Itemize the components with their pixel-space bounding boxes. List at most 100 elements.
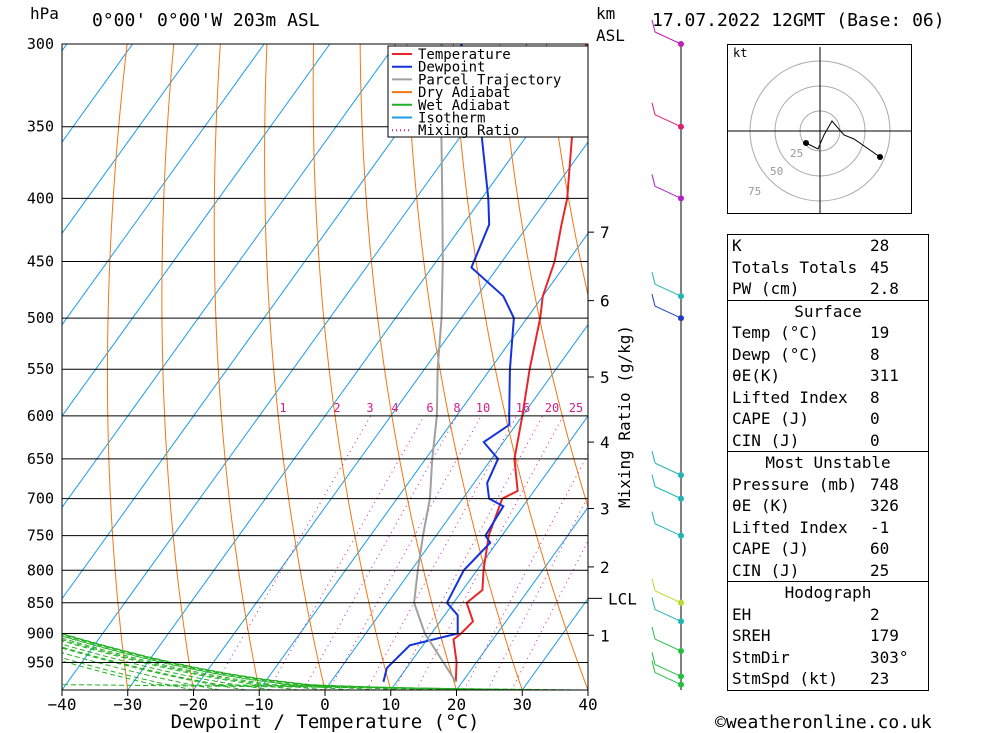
wind-barb-feather [651, 660, 656, 673]
asl-unit: ASL [596, 26, 625, 45]
wind-barb [654, 672, 682, 686]
wind-barb-dot [678, 315, 684, 322]
pressure-tick-label: 350 [27, 118, 54, 136]
surface-key: Lifted Index [732, 387, 848, 407]
x-tick-label: 10 [381, 695, 400, 714]
x-tick-label: 40 [578, 695, 597, 714]
surface-title: Surface [728, 299, 928, 323]
mu-value: 60 [870, 539, 890, 559]
surface-value: 8 [870, 387, 880, 407]
hodo-ring-label: 50 [770, 165, 783, 178]
isotherm-line [62, 44, 265, 326]
mixing-ratio-label: 10 [476, 401, 490, 415]
wind-barb [654, 185, 682, 199]
x-tick-label: 20 [447, 695, 466, 714]
isotherm-line [62, 44, 199, 235]
hodo-key: SREH [732, 626, 771, 646]
legend-box [387, 45, 589, 138]
wind-barb-feather [651, 597, 656, 610]
surface-value: 8 [870, 344, 880, 364]
km-tick-label: 3 [600, 499, 610, 518]
wet-adiabat-line [62, 646, 536, 690]
wind-barb-dot [678, 618, 684, 625]
wind-barb [654, 283, 682, 297]
legend-label: Parcel Trajectory [418, 72, 561, 88]
isotherm-line [390, 415, 588, 690]
wind-barb-dot [678, 532, 684, 539]
mixing-ratio-line [366, 415, 517, 690]
mixing-ratio-label: 3 [366, 401, 373, 415]
surface-key: CIN (J) [732, 430, 800, 450]
pressure-unit: hPa [30, 4, 59, 23]
isotherm-line [127, 49, 588, 690]
wet-adiabat-line [62, 635, 483, 690]
km-unit: km [596, 4, 616, 23]
hodograph-title: Hodograph [728, 581, 928, 604]
wind-barb-dot [678, 123, 684, 130]
wind-barb [654, 523, 682, 537]
surface-value: 19 [870, 323, 890, 343]
wind-barb [654, 305, 682, 319]
wind-barb-feather [651, 174, 656, 187]
legend-label: Dewpoint [418, 60, 485, 76]
wet-adiabat-line [62, 639, 510, 690]
hodograph-plot: 25 50 75 kt [728, 46, 911, 213]
hodo-ring-label: 75 [748, 185, 761, 198]
surface-value: 0 [870, 409, 880, 429]
isotherm-line [62, 44, 462, 600]
mixing-ratio-label: 16 [516, 401, 530, 415]
most-unstable-title: Most Unstable [728, 451, 928, 474]
mixing-ratio-label: 25 [569, 401, 583, 415]
wind-barb-dot [678, 472, 684, 479]
x-tick-label: −10 [245, 695, 274, 714]
wind-barb-feather [651, 102, 656, 115]
wind-barb-feather [651, 293, 656, 307]
dry-adiabat-line [106, 44, 129, 690]
pressure-tick-label: 500 [27, 309, 54, 327]
wind-barb-dot [678, 599, 684, 606]
mu-key: Pressure (mb) [732, 474, 858, 494]
legend-label: Temperature [418, 47, 511, 63]
x-tick-label: −30 [113, 695, 142, 714]
mu-key: θE (K) [732, 496, 790, 516]
mu-value: 25 [870, 560, 890, 580]
hodo-value: 179 [870, 626, 899, 646]
legend-label: Dry Adiabat [418, 85, 511, 101]
mu-key: Lifted Index [732, 517, 848, 537]
location-label: 0°00' 0°00'W 203m ASL [92, 10, 320, 31]
km-tick-label: 5 [600, 368, 610, 387]
isotherm-line [62, 44, 528, 690]
lcl-label: LCL [608, 589, 637, 608]
pressure-tick-label: 700 [27, 490, 54, 508]
isotherm-line [0, 44, 1, 690]
km-tick-label: 1 [600, 626, 610, 645]
km-tick-label: 4 [600, 433, 610, 452]
mixing-ratio-label: 20 [545, 401, 559, 415]
mixing-ratio-label: 2 [333, 401, 340, 415]
wind-barb [654, 31, 682, 45]
wind-barb-feather [651, 626, 656, 640]
isotherm-line [456, 506, 588, 690]
km-tick-label: 6 [600, 292, 610, 311]
wind-barb-dot [678, 681, 684, 688]
mu-key: CIN (J) [732, 560, 800, 580]
isotherm-line [258, 232, 588, 690]
wind-barb-feather [651, 450, 656, 464]
dry-adiabat-line [546, 44, 588, 298]
footer-credit: ©weatheronline.co.uk [715, 712, 932, 733]
mu-value: 326 [870, 496, 899, 516]
x-tick-label: 30 [513, 695, 532, 714]
pressure-tick-label: 900 [27, 624, 54, 642]
hodo-value: 23 [870, 669, 890, 689]
isotherm-line [324, 323, 588, 690]
mixing-ratio-label: 1 [279, 401, 286, 415]
dry-adiabat-line [161, 44, 194, 690]
mixing-ratio-label: 8 [453, 401, 460, 415]
pressure-tick-label: 550 [27, 360, 54, 378]
surface-key: CAPE (J) [732, 409, 810, 429]
legend-label: Mixing Ratio [418, 123, 519, 139]
wind-barb-feather [651, 652, 656, 665]
mu-value: -1 [870, 517, 890, 537]
wind-barb [654, 638, 682, 652]
